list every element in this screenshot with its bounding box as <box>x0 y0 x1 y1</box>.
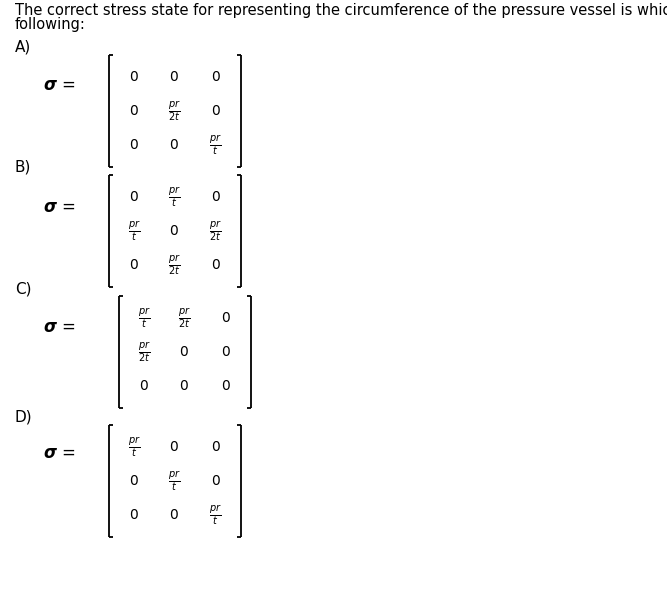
Text: 0: 0 <box>129 190 138 204</box>
Text: $\frac{pr}{2t}$: $\frac{pr}{2t}$ <box>167 253 180 277</box>
Text: 0: 0 <box>211 474 219 488</box>
Text: 0: 0 <box>129 70 138 84</box>
Text: 0: 0 <box>169 440 178 454</box>
Text: 0: 0 <box>139 379 148 393</box>
Text: 0: 0 <box>221 345 229 359</box>
Text: $\frac{pr}{t}$: $\frac{pr}{t}$ <box>127 435 140 459</box>
Text: $\frac{pr}{t}$: $\frac{pr}{t}$ <box>209 503 221 527</box>
Text: 0: 0 <box>211 70 219 84</box>
Text: 0: 0 <box>169 224 178 238</box>
Text: 0: 0 <box>129 508 138 522</box>
Text: A): A) <box>15 40 31 55</box>
Text: 0: 0 <box>169 138 178 152</box>
Text: B): B) <box>15 160 31 175</box>
Text: $\frac{pr}{2t}$: $\frac{pr}{2t}$ <box>177 306 190 330</box>
Text: $\frac{pr}{t}$: $\frac{pr}{t}$ <box>137 306 150 330</box>
Text: 0: 0 <box>211 258 219 272</box>
Text: $\frac{pr}{2t}$: $\frac{pr}{2t}$ <box>167 99 180 123</box>
Text: 0: 0 <box>221 311 229 325</box>
Text: $\frac{pr}{2t}$: $\frac{pr}{2t}$ <box>209 219 221 243</box>
Text: 0: 0 <box>211 190 219 204</box>
Text: 0: 0 <box>211 104 219 118</box>
Text: The correct stress state for representing the circumference of the pressure vess: The correct stress state for representin… <box>15 3 667 18</box>
Text: 0: 0 <box>129 258 138 272</box>
Text: 0: 0 <box>179 345 188 359</box>
Text: $\boldsymbol{\sigma}$ =: $\boldsymbol{\sigma}$ = <box>43 318 75 336</box>
Text: 0: 0 <box>169 70 178 84</box>
Text: 0: 0 <box>129 474 138 488</box>
Text: 0: 0 <box>221 379 229 393</box>
Text: D): D) <box>15 410 33 425</box>
Text: 0: 0 <box>179 379 188 393</box>
Text: $\frac{pr}{t}$: $\frac{pr}{t}$ <box>167 185 180 209</box>
Text: $\boldsymbol{\sigma}$ =: $\boldsymbol{\sigma}$ = <box>43 444 75 462</box>
Text: following:: following: <box>15 17 86 32</box>
Text: $\frac{pr}{t}$: $\frac{pr}{t}$ <box>209 133 221 157</box>
Text: $\frac{pr}{2t}$: $\frac{pr}{2t}$ <box>137 340 150 364</box>
Text: C): C) <box>15 282 31 297</box>
Text: 0: 0 <box>129 104 138 118</box>
Text: 0: 0 <box>169 508 178 522</box>
Text: $\boldsymbol{\sigma}$ =: $\boldsymbol{\sigma}$ = <box>43 76 75 94</box>
Text: 0: 0 <box>129 138 138 152</box>
Text: 0: 0 <box>211 440 219 454</box>
Text: $\frac{pr}{t}$: $\frac{pr}{t}$ <box>127 219 140 243</box>
Text: $\frac{pr}{t}$: $\frac{pr}{t}$ <box>167 469 180 493</box>
Text: $\boldsymbol{\sigma}$ =: $\boldsymbol{\sigma}$ = <box>43 198 75 216</box>
